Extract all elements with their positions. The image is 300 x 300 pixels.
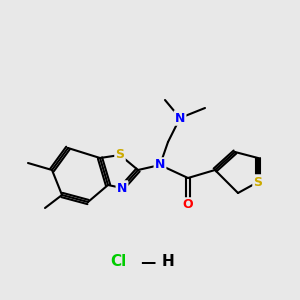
Text: N: N [117, 182, 127, 194]
Text: N: N [175, 112, 185, 124]
Text: H: H [162, 254, 174, 269]
Text: N: N [155, 158, 165, 172]
Text: S: S [116, 148, 124, 161]
Text: O: O [183, 199, 193, 212]
Text: Cl: Cl [110, 254, 126, 269]
Text: S: S [254, 176, 262, 188]
Text: —: — [140, 254, 156, 269]
